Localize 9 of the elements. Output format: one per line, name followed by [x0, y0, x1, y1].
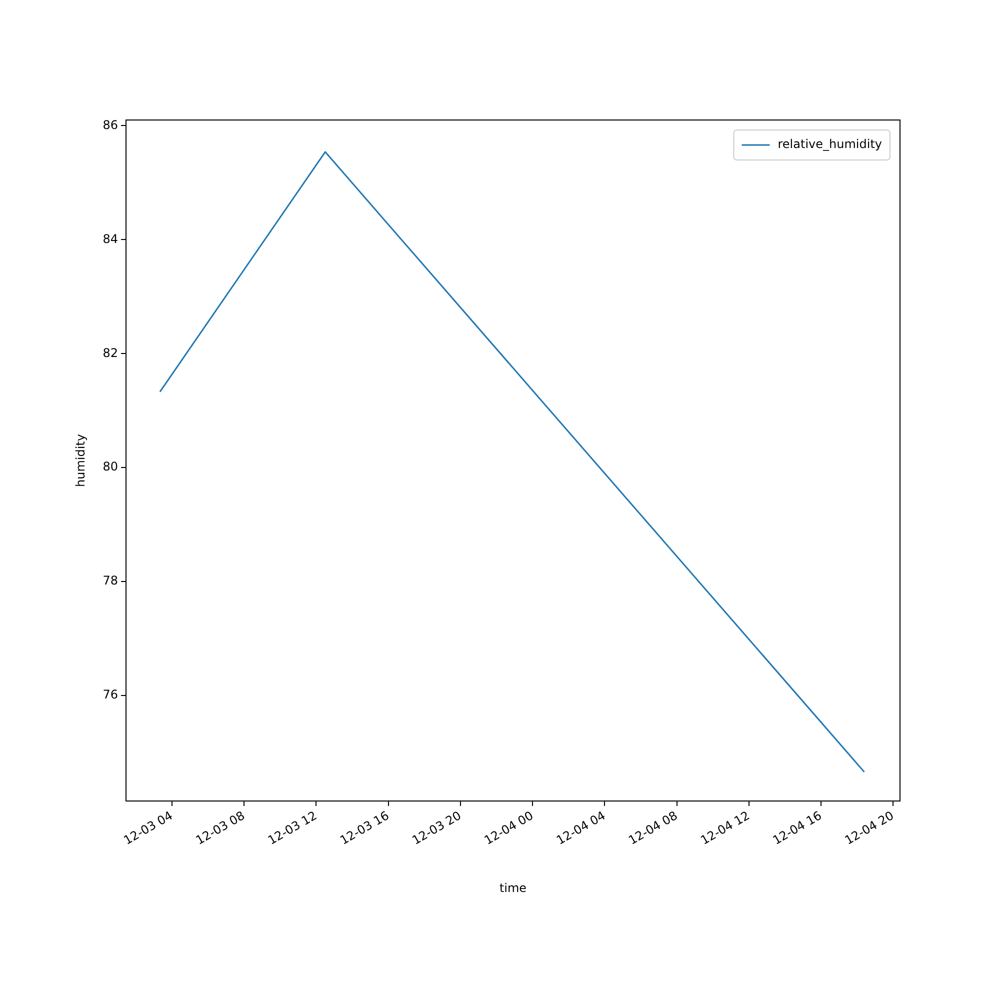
legend-label: relative_humidity — [778, 137, 882, 152]
y-tick-label: 76 — [102, 688, 118, 702]
y-tick-label: 78 — [102, 574, 118, 588]
x-axis-title: time — [499, 880, 527, 895]
y-tick-label: 82 — [102, 346, 118, 360]
y-tick-label: 86 — [102, 118, 118, 132]
y-axis-title: humidity — [73, 434, 88, 487]
y-tick-label: 84 — [102, 232, 118, 246]
y-tick-label: 80 — [102, 460, 118, 474]
